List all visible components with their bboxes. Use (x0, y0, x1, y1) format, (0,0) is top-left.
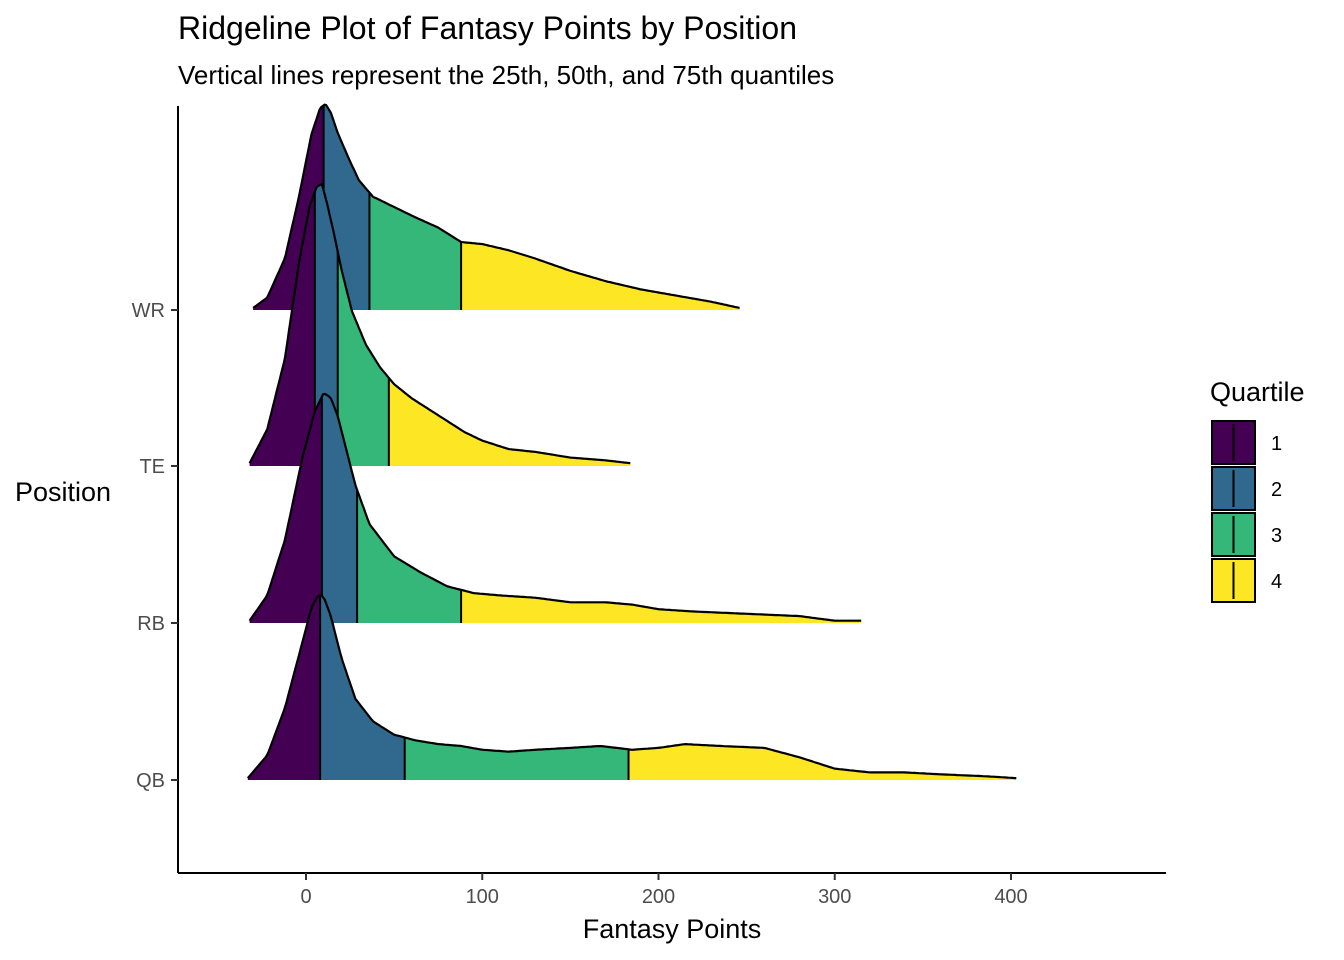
ridge-rb (248, 392, 862, 623)
ridge-wr-quartile-3 (369, 192, 462, 310)
y-tick-label: TE (139, 456, 165, 478)
ridge-qb (246, 593, 1017, 780)
x-axis-title: Fantasy Points (583, 914, 762, 944)
x-tick-label: 0 (300, 886, 311, 908)
ridge-rb-quartile-4 (461, 589, 862, 623)
legend-label-4: 4 (1271, 571, 1282, 593)
ridge-wr-outline (252, 103, 740, 309)
chart-title: Ridgeline Plot of Fantasy Points by Posi… (178, 10, 797, 46)
ridge-wr-quartile-4 (461, 242, 740, 310)
ridge-qb-quartile-4 (628, 744, 1017, 780)
x-tick-label: 100 (466, 886, 499, 908)
legend-label-2: 2 (1271, 479, 1282, 501)
x-axis-ticks: 0 100 200 300 400 (300, 873, 1028, 908)
ridge-te-quartile-3 (337, 251, 389, 466)
ridge-rb-outline (248, 392, 862, 622)
plot-area (246, 103, 1017, 780)
legend: Quartile 1 2 3 4 (1210, 377, 1305, 603)
ridge-rb-quartile-2 (321, 393, 358, 623)
legend-label-1: 1 (1271, 433, 1282, 455)
y-tick-label: QB (136, 770, 165, 792)
ridge-qb-quartile-1 (247, 595, 321, 780)
ridge-te (248, 182, 631, 467)
y-axis-ticks: QB RB TE WR (132, 300, 178, 792)
y-axis-title: Position (15, 477, 111, 507)
y-tick-label: RB (137, 613, 165, 635)
x-tick-label: 300 (818, 886, 851, 908)
legend-title: Quartile (1210, 377, 1305, 407)
x-tick-label: 400 (994, 886, 1027, 908)
ridge-te-quartile-4 (388, 377, 631, 466)
ridge-qb-outline (246, 593, 1017, 780)
ridge-te-quartile-1 (249, 191, 315, 467)
ridge-rb-quartile-3 (357, 489, 462, 623)
legend-label-3: 3 (1271, 525, 1282, 547)
chart-subtitle: Vertical lines represent the 25th, 50th,… (178, 60, 835, 90)
ridge-qb-quartile-2 (320, 595, 405, 780)
ridge-te-quartile-2 (314, 184, 338, 467)
x-tick-label: 200 (642, 886, 675, 908)
ridge-te-outline (248, 182, 631, 465)
y-tick-label: WR (132, 300, 165, 322)
